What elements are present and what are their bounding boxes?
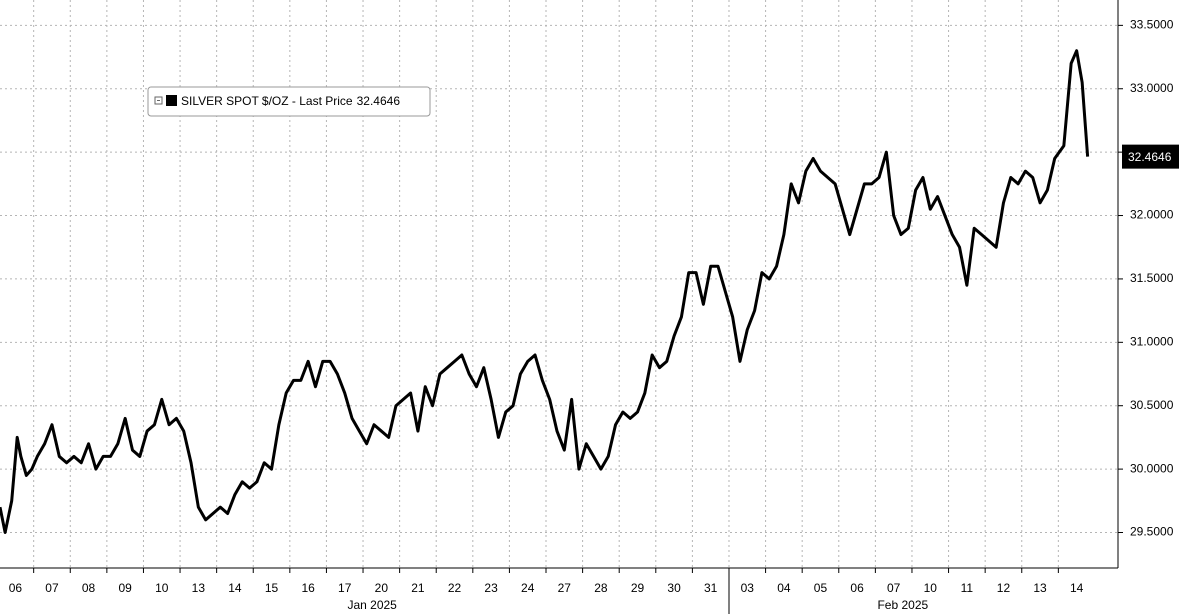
- last-price-label: 32.4646: [1128, 150, 1172, 164]
- x-tick-label: 20: [375, 581, 389, 595]
- x-tick-label: 03: [741, 581, 755, 595]
- y-tick-label: 33.5000: [1130, 18, 1174, 32]
- x-tick-label: 07: [887, 581, 901, 595]
- legend-box: [147, 86, 431, 117]
- y-tick-label: 29.5000: [1130, 525, 1174, 539]
- x-tick-label: 09: [118, 581, 132, 595]
- price-line: [0, 49, 1090, 534]
- x-tick-label: 07: [45, 581, 59, 595]
- legend-value: 32.4646: [357, 94, 401, 108]
- x-tick-label: 14: [228, 581, 242, 595]
- x-tick-label: 31: [704, 581, 718, 595]
- x-tick-label: 13: [1033, 581, 1047, 595]
- x-tick-label: 10: [155, 581, 169, 595]
- y-tick-label: 30.5000: [1130, 398, 1174, 412]
- x-tick-label: 15: [265, 581, 279, 595]
- x-tick-label: 23: [484, 581, 498, 595]
- x-tick-label: 17: [338, 581, 352, 595]
- x-tick-label: 16: [301, 581, 315, 595]
- x-tick-label: 24: [521, 581, 535, 595]
- x-tick-label: 21: [411, 581, 425, 595]
- legend: SILVER SPOT $/OZ - Last Price 32.4646: [147, 86, 431, 117]
- x-tick-label: 30: [667, 581, 681, 595]
- y-tick-label: 30.0000: [1130, 461, 1174, 475]
- legend-label: SILVER SPOT $/OZ - Last Price: [181, 94, 353, 108]
- x-tick-label: 06: [850, 581, 864, 595]
- x-tick-label: 13: [192, 581, 206, 595]
- x-tick-label: 11: [961, 581, 974, 595]
- legend-text: SILVER SPOT $/OZ - Last Price 32.4646: [181, 94, 400, 108]
- x-tick-label: 06: [9, 581, 23, 595]
- month-label: Feb 2025: [877, 598, 928, 612]
- x-tick-label: 10: [924, 581, 938, 595]
- month-label: Jan 2025: [347, 598, 397, 612]
- last-price-box: [1122, 144, 1179, 169]
- legend-swatch: [166, 95, 177, 106]
- x-tick-label: 22: [448, 581, 462, 595]
- x-tick-label: 27: [558, 581, 572, 595]
- y-tick-label: 33.0000: [1130, 81, 1174, 95]
- x-tick-label: 14: [1070, 581, 1084, 595]
- y-tick-label: 31.5000: [1130, 271, 1174, 285]
- y-tick-label: 31.0000: [1130, 334, 1174, 348]
- y-tick-label: 32.0000: [1130, 208, 1174, 222]
- x-tick-label: 05: [814, 581, 828, 595]
- x-tick-label: 08: [82, 581, 96, 595]
- x-tick-label: 12: [997, 581, 1011, 595]
- x-tick-label: 04: [777, 581, 791, 595]
- x-tick-label: 29: [631, 581, 645, 595]
- x-tick-label: 28: [594, 581, 608, 595]
